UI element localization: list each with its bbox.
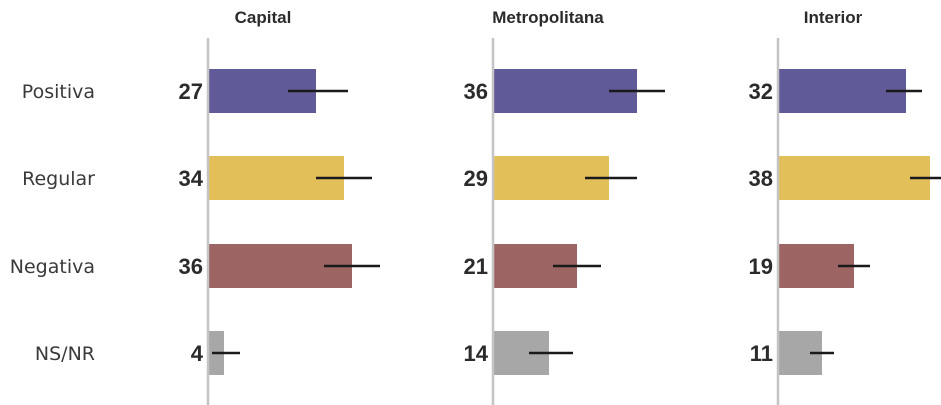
panel-title-interior: Interior: [804, 8, 863, 27]
value-label: 14: [464, 341, 489, 366]
value-label: 32: [749, 79, 773, 104]
value-label: 27: [179, 79, 203, 104]
value-label: 38: [749, 166, 773, 191]
panel-title-capital: Capital: [235, 8, 292, 27]
bar-interior-positiva: [778, 69, 906, 113]
panel-title-metropolitana: Metropolitana: [492, 8, 604, 27]
value-label: 19: [749, 254, 773, 279]
category-label: Positiva: [22, 81, 95, 103]
bar-interior-regular: [778, 156, 930, 200]
value-label: 21: [464, 254, 488, 279]
category-label: NS/NR: [35, 343, 95, 365]
value-label: 34: [179, 166, 204, 191]
value-label: 36: [464, 79, 488, 104]
category-label: Negativa: [10, 256, 95, 278]
value-label: 36: [179, 254, 203, 279]
value-label: 11: [750, 341, 773, 366]
value-label: 4: [191, 341, 204, 366]
category-label: Regular: [22, 168, 95, 190]
value-label: 29: [464, 166, 488, 191]
